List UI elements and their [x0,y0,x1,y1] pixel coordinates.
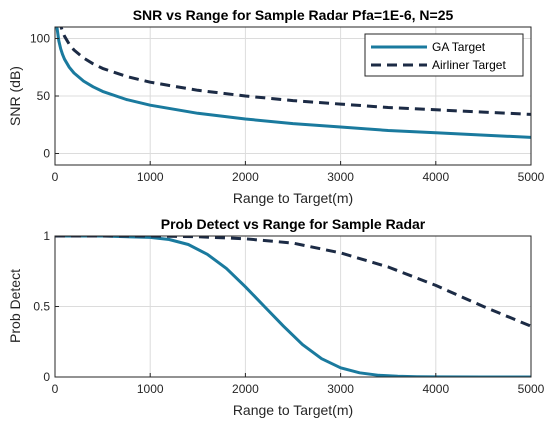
snr-y-tick-label: 0 [43,147,50,161]
pd-grid [54,235,532,378]
snr-chart: SNR vs Range for Sample Radar Pfa=1E-6, … [7,7,545,206]
pd-x-tick-label: 4000 [422,382,449,396]
legend-ga-label: GA Target [432,40,486,54]
pd-x-tick-label: 2000 [232,382,259,396]
snr-chart-title: SNR vs Range for Sample Radar Pfa=1E-6, … [133,7,454,23]
snr-y-axis-label: SNR (dB) [7,66,23,126]
legend-airliner-label: Airliner Target [432,58,506,72]
snr-x-tick-label: 0 [52,170,59,184]
snr-x-tick-label: 5000 [518,170,545,184]
snr-x-tick-label: 3000 [327,170,354,184]
pd-chart: Prob Detect vs Range for Sample Radar 0 1… [7,216,545,418]
snr-series-ga-target-line [55,27,531,139]
pd-tick-labels: 0 1000 2000 3000 4000 5000 0 0.5 1 [33,229,544,396]
snr-series-lines [55,27,531,139]
snr-x-tick-label: 2000 [232,170,259,184]
pd-y-tick-label: 1 [43,229,50,243]
pd-y-tick-label: 0.5 [33,300,50,314]
pd-y-axis-label: Prob Detect [7,269,23,343]
pd-x-tick-label: 1000 [137,382,164,396]
snr-legend: GA Target Airliner Target [364,33,524,77]
pd-series-airliner-target-line [55,236,531,328]
pd-chart-title: Prob Detect vs Range for Sample Radar [161,216,426,232]
snr-x-tick-label: 4000 [422,170,449,184]
pd-x-axis-label: Range to Target(m) [233,402,353,418]
snr-y-tick-label: 100 [30,32,50,46]
snr-x-axis-label: Range to Target(m) [233,190,353,206]
pd-x-tick-label: 5000 [518,382,545,396]
snr-series-airliner-target-line [59,27,531,116]
snr-y-tick-label: 50 [37,89,51,103]
pd-x-tick-label: 0 [52,382,59,396]
legend-box [364,33,524,77]
snr-x-tick-label: 1000 [137,170,164,184]
snr-tick-labels: 0 1000 2000 3000 4000 5000 0 50 100 [30,32,545,185]
pd-y-tick-label: 0 [43,370,50,384]
pd-x-tick-label: 3000 [327,382,354,396]
